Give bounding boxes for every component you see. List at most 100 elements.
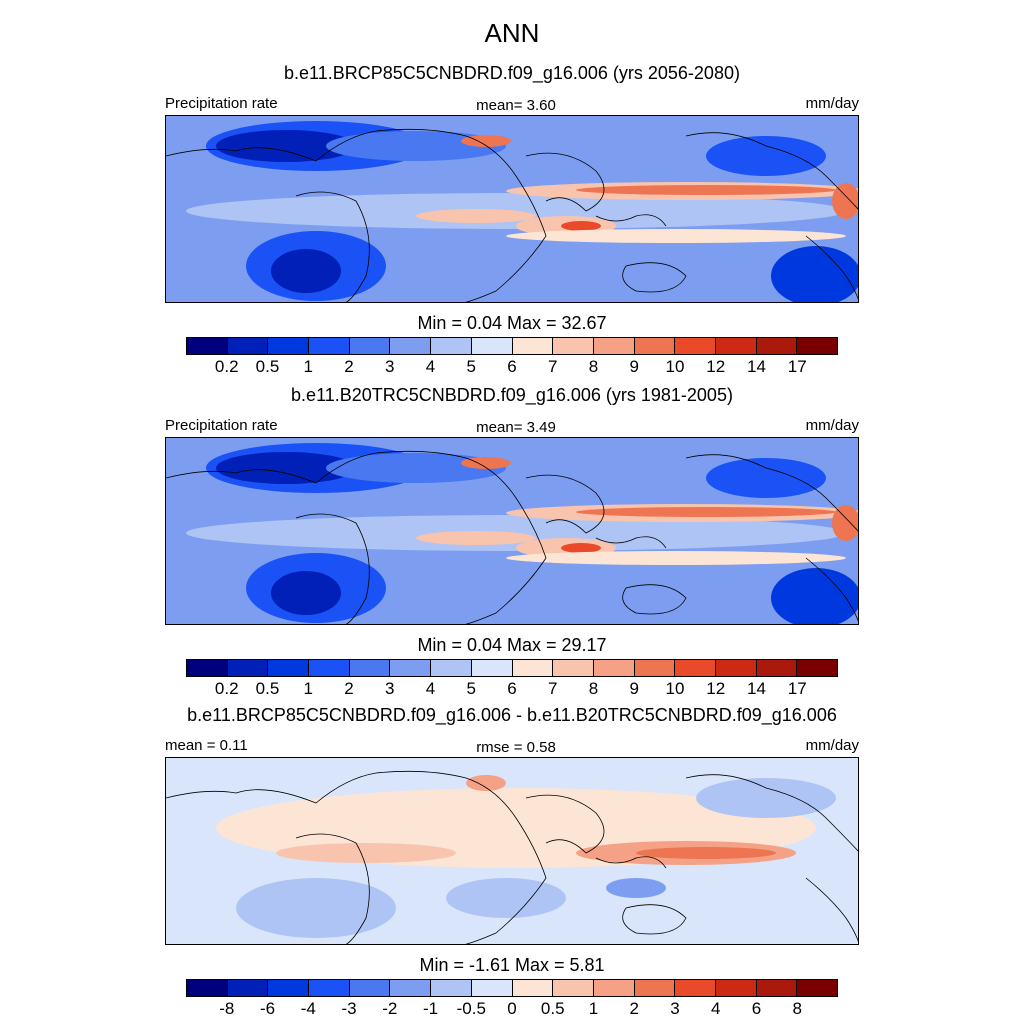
colorbar-tick-label: 5 — [466, 357, 476, 376]
dry-region — [771, 246, 858, 302]
dry-region — [326, 453, 506, 483]
colorbar-tick-label: 14 — [747, 357, 766, 376]
colorbar-swatch — [634, 338, 676, 354]
colorbar-tick-label: 3 — [385, 357, 395, 376]
wet-core — [832, 505, 858, 541]
colorbar-tick-label: -2 — [382, 999, 398, 1018]
min-max-label: Min = -1.61 Max = 5.81 — [419, 955, 605, 975]
decrease-region — [236, 878, 396, 938]
colorbar-swatch — [512, 660, 554, 676]
wet-core — [576, 185, 836, 195]
colorbar-swatch — [471, 338, 513, 354]
panel-center-label: mean= 3.60 — [476, 97, 556, 114]
colorbar-swatch — [431, 660, 472, 676]
colorbar-tick-label: 10 — [665, 357, 685, 376]
colorbar-swatch — [390, 660, 432, 676]
colorbar-swatch — [227, 338, 269, 354]
colorbar-tick-label: 2 — [344, 679, 354, 698]
dry-core — [271, 249, 341, 293]
precip-map — [165, 115, 859, 303]
spcz-band — [506, 229, 846, 243]
colorbar-tick-label: -8 — [219, 999, 235, 1018]
colorbar-tick-label: 0.5 — [540, 999, 565, 1018]
coastline — [685, 774, 858, 852]
colorbar-tick-label: 10 — [665, 679, 685, 698]
wet-core — [561, 221, 601, 231]
colorbar-swatch — [756, 980, 798, 996]
colorbar-swatch — [634, 980, 676, 996]
colorbar-tick-label: 7 — [548, 357, 558, 376]
panel-title: b.e11.BRCP85C5CNBDRD.f09_g16.006 - b.e11… — [187, 705, 837, 725]
colorbar-swatch — [797, 980, 837, 996]
precip-map — [165, 757, 859, 945]
colorbar-tick-label: 2 — [344, 357, 354, 376]
dry-core — [216, 130, 356, 162]
colorbar-swatch — [187, 338, 228, 354]
colorbar-swatch — [756, 660, 798, 676]
precip-field — [166, 758, 858, 944]
dry-core — [271, 571, 341, 615]
colorbar-tick-label: 1 — [588, 999, 599, 1018]
colorbar-tick-label: 3 — [385, 679, 395, 698]
colorbar-tick-label: 8 — [588, 679, 599, 698]
colorbar-swatch — [349, 660, 391, 676]
decrease-region — [696, 778, 836, 818]
wet-core — [461, 135, 511, 147]
panel-left-label: mean = 0.11 — [165, 737, 248, 754]
panel-left-label: Precipitation rate — [165, 95, 278, 112]
coastline — [525, 794, 605, 854]
coastline — [622, 584, 687, 615]
min-max-label: Min = 0.04 Max = 29.17 — [417, 635, 607, 655]
increase-band — [276, 843, 456, 863]
colorbar-swatch — [756, 338, 798, 354]
colorbar-swatch — [390, 980, 432, 996]
colorbar — [186, 659, 838, 677]
dry-region — [706, 458, 826, 498]
coastline — [805, 557, 858, 622]
decrease-region — [446, 878, 566, 918]
colorbar-swatch — [349, 338, 391, 354]
colorbar-tick-label: -4 — [300, 999, 316, 1018]
wet-core — [576, 507, 836, 517]
dry-core — [216, 452, 356, 484]
colorbar-tick-label: -3 — [341, 999, 357, 1018]
colorbar-swatch — [675, 660, 716, 676]
wet-band — [416, 209, 536, 223]
colorbar-tick-label: 8 — [588, 357, 599, 376]
colorbar-tick-label: 0.5 — [255, 357, 280, 376]
coastline — [295, 513, 370, 624]
coastline — [595, 214, 667, 227]
colorbar-tick-label: -1 — [422, 999, 439, 1018]
coastline — [166, 128, 547, 302]
coastline — [525, 474, 605, 534]
coastline — [622, 262, 687, 293]
colorbar-swatch — [593, 660, 635, 676]
panel-title: b.e11.B20TRC5CNBDRD.f09_g16.006 (yrs 198… — [291, 385, 733, 405]
panel-left-label: Precipitation rate — [165, 417, 278, 434]
dry-region — [771, 568, 858, 624]
colorbar-swatch — [593, 338, 635, 354]
colorbar-swatch — [187, 980, 228, 996]
colorbar-tick-label: 6 — [507, 679, 517, 698]
colorbar-tick-label: 17 — [787, 357, 807, 376]
spcz-band — [506, 551, 846, 565]
colorbar-tick-label: 17 — [787, 679, 807, 698]
colorbar-swatch — [553, 338, 594, 354]
coastline — [295, 833, 370, 944]
precip-field — [166, 438, 858, 624]
colorbar-tick-label: 6 — [507, 357, 517, 376]
coastline — [295, 191, 370, 302]
colorbar-swatch — [349, 980, 391, 996]
colorbar-swatch — [512, 338, 554, 354]
colorbar-tick-label: 4 — [425, 357, 436, 376]
min-max-label: Min = 0.04 Max = 32.67 — [417, 313, 607, 333]
colorbar-tick-label: 3 — [670, 999, 680, 1018]
colorbar-swatch — [309, 660, 350, 676]
colorbar-swatch — [553, 980, 594, 996]
colorbar-swatch — [715, 660, 757, 676]
colorbar-swatch — [227, 660, 269, 676]
colorbar-tick-label: 4 — [425, 679, 436, 698]
colorbar-tick-label: 9 — [629, 679, 639, 698]
panel-center-label: mean= 3.49 — [476, 419, 556, 436]
colorbar-swatch — [471, 980, 513, 996]
